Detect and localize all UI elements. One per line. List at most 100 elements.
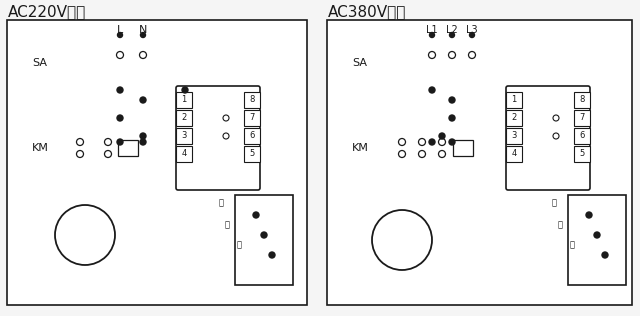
Text: 1: 1 <box>181 95 187 105</box>
Circle shape <box>586 212 592 218</box>
Circle shape <box>372 210 432 270</box>
Circle shape <box>468 52 476 58</box>
Circle shape <box>140 97 146 103</box>
Text: 3: 3 <box>181 131 187 141</box>
Text: 5: 5 <box>250 149 255 159</box>
Text: 4: 4 <box>181 149 187 159</box>
Circle shape <box>553 133 559 139</box>
Text: AC380V排水: AC380V排水 <box>328 4 406 20</box>
Text: 高: 高 <box>552 198 557 208</box>
Text: 6: 6 <box>250 131 255 141</box>
Text: SA: SA <box>32 58 47 68</box>
Circle shape <box>449 139 455 145</box>
Bar <box>176 128 192 144</box>
Circle shape <box>223 133 229 139</box>
Circle shape <box>594 232 600 238</box>
Text: 中: 中 <box>225 221 230 229</box>
Circle shape <box>116 52 124 58</box>
Circle shape <box>438 150 445 157</box>
Text: 6: 6 <box>579 131 585 141</box>
Bar <box>235 195 293 285</box>
Circle shape <box>141 33 145 38</box>
Circle shape <box>104 138 111 145</box>
Circle shape <box>399 150 406 157</box>
Circle shape <box>439 133 445 139</box>
Text: 4: 4 <box>511 149 516 159</box>
Text: 7: 7 <box>250 113 255 123</box>
Bar <box>453 140 473 156</box>
Bar <box>118 140 138 156</box>
Circle shape <box>419 138 426 145</box>
Text: M: M <box>79 223 92 239</box>
Bar <box>574 146 590 162</box>
Bar <box>327 20 632 305</box>
Circle shape <box>140 52 147 58</box>
Text: 低: 低 <box>570 240 575 250</box>
Circle shape <box>449 33 454 38</box>
Circle shape <box>117 87 123 93</box>
Circle shape <box>104 150 111 157</box>
Circle shape <box>118 33 122 38</box>
Bar <box>244 146 260 162</box>
Circle shape <box>77 138 83 145</box>
Text: M: M <box>396 228 408 244</box>
Circle shape <box>449 115 455 121</box>
Circle shape <box>117 115 123 121</box>
Bar <box>574 92 590 108</box>
Bar <box>244 92 260 108</box>
Text: 1: 1 <box>511 95 516 105</box>
Circle shape <box>449 97 455 103</box>
Circle shape <box>223 115 229 121</box>
Circle shape <box>419 150 426 157</box>
Bar <box>176 92 192 108</box>
Text: 2: 2 <box>181 113 187 123</box>
Circle shape <box>429 87 435 93</box>
Text: L2: L2 <box>446 25 458 35</box>
Text: 2: 2 <box>511 113 516 123</box>
Circle shape <box>438 138 445 145</box>
Text: 8: 8 <box>579 95 585 105</box>
FancyBboxPatch shape <box>176 86 260 190</box>
Bar <box>574 110 590 126</box>
Bar <box>244 110 260 126</box>
Text: SA: SA <box>352 58 367 68</box>
Bar <box>506 110 522 126</box>
Circle shape <box>399 138 406 145</box>
Bar <box>574 128 590 144</box>
Text: 高: 高 <box>218 198 223 208</box>
Text: L1: L1 <box>426 25 438 35</box>
Circle shape <box>602 252 608 258</box>
Circle shape <box>253 212 259 218</box>
Bar <box>506 128 522 144</box>
Bar <box>7 20 307 305</box>
Text: ~: ~ <box>80 238 90 251</box>
Circle shape <box>140 133 146 139</box>
Text: 7: 7 <box>579 113 585 123</box>
Circle shape <box>261 232 267 238</box>
Text: 5: 5 <box>579 149 584 159</box>
Text: ~: ~ <box>397 242 407 256</box>
Circle shape <box>269 252 275 258</box>
Text: L3: L3 <box>466 25 478 35</box>
Text: 低: 低 <box>237 240 241 250</box>
Text: KM: KM <box>352 143 369 153</box>
Bar <box>506 92 522 108</box>
FancyBboxPatch shape <box>506 86 590 190</box>
Text: L: L <box>117 25 123 35</box>
Circle shape <box>429 52 435 58</box>
Bar <box>176 146 192 162</box>
Circle shape <box>429 139 435 145</box>
Circle shape <box>470 33 474 38</box>
Text: 8: 8 <box>250 95 255 105</box>
Circle shape <box>182 87 188 93</box>
Circle shape <box>77 150 83 157</box>
Circle shape <box>429 33 435 38</box>
Text: 3: 3 <box>511 131 516 141</box>
Text: 中: 中 <box>557 221 563 229</box>
Text: AC220V排水: AC220V排水 <box>8 4 86 20</box>
Text: N: N <box>139 25 147 35</box>
Circle shape <box>553 115 559 121</box>
Circle shape <box>449 52 456 58</box>
Bar <box>176 110 192 126</box>
Text: KM: KM <box>32 143 49 153</box>
